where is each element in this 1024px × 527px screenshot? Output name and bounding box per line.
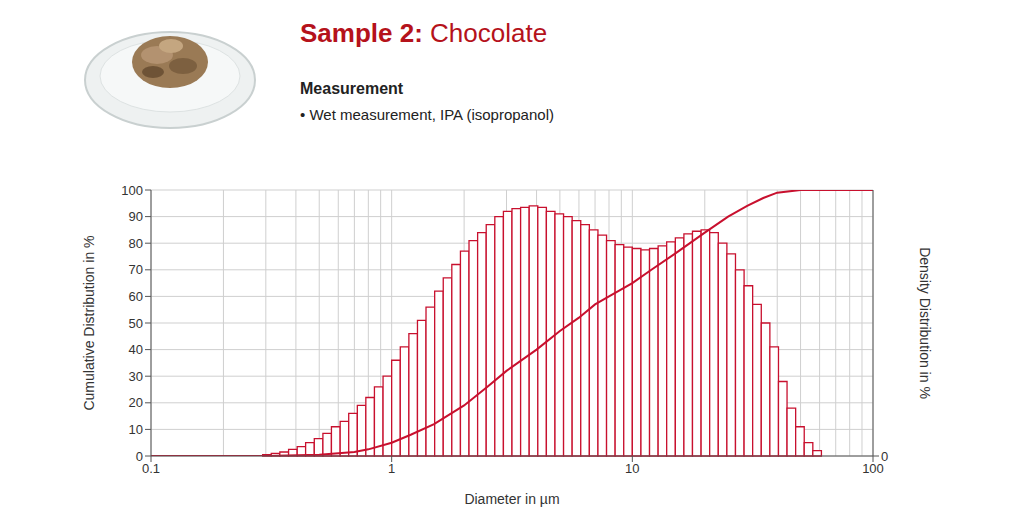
html-text:Measurement: Measurement — [300, 80, 404, 97]
svg-text:70: 70 — [129, 262, 143, 277]
html-text:• Wet measurement, IPA (isopro: • Wet measurement, IPA (isopropanol) — [300, 106, 554, 123]
svg-text:100: 100 — [862, 461, 884, 477]
svg-text:Density Distribution in %: Density Distribution in % — [917, 247, 933, 399]
svg-text:80: 80 — [129, 236, 143, 251]
svg-text:Diameter in µm: Diameter in µm — [464, 491, 559, 507]
svg-text:50: 50 — [129, 316, 143, 331]
svg-text:20: 20 — [129, 395, 143, 410]
svg-text:0.1: 0.1 — [142, 461, 160, 476]
svg-text:10: 10 — [129, 422, 143, 437]
svg-text:Cumulative Distribution in %: Cumulative Distribution in % — [81, 235, 97, 410]
svg-text:10: 10 — [625, 461, 639, 476]
svg-text:0: 0 — [881, 449, 888, 464]
html-text:Sample 2: Chocolate: Sample 2: Chocolate — [300, 18, 548, 48]
svg-text:40: 40 — [129, 342, 143, 357]
svg-text:100: 100 — [121, 183, 143, 198]
svg-text:0: 0 — [136, 449, 143, 464]
svg-text:60: 60 — [129, 289, 143, 304]
svg-text:1: 1 — [388, 461, 395, 476]
svg-text:30: 30 — [129, 369, 143, 384]
svg-text:90: 90 — [129, 209, 143, 224]
